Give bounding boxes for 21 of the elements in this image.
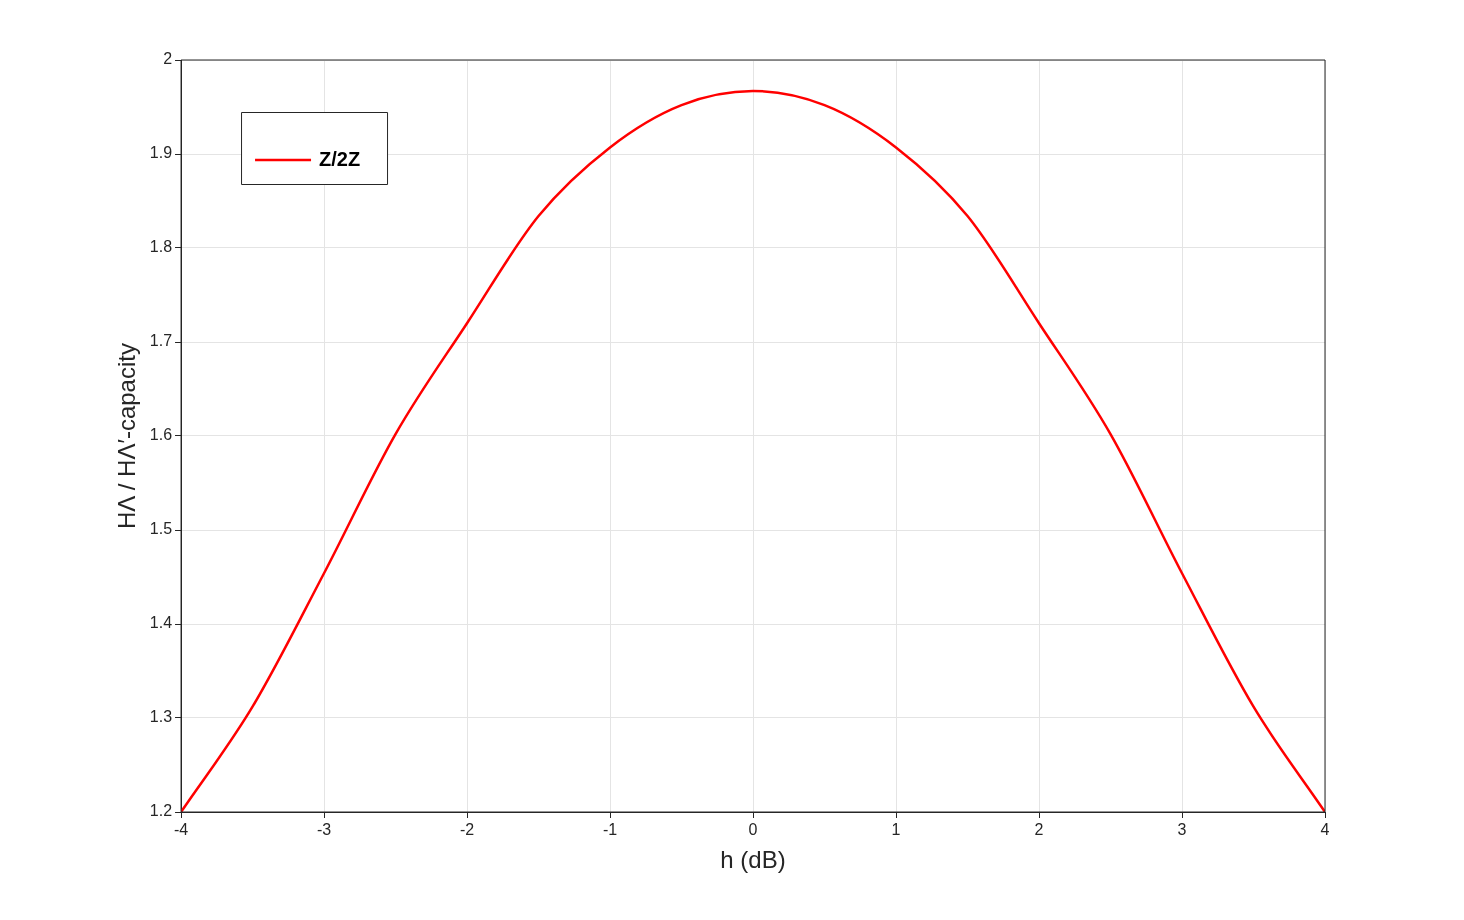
y-tick-label: 2 — [163, 50, 173, 68]
x-tick-label: 1 — [891, 821, 901, 839]
x-tick-label: 3 — [1177, 821, 1187, 839]
y-tick-label: 1.5 — [149, 520, 173, 538]
x-tick-label: -4 — [173, 821, 189, 839]
y-tick-label: 1.4 — [149, 614, 173, 632]
y-tick-label: 1.7 — [149, 332, 173, 350]
y-tick-label: 1.3 — [149, 708, 173, 726]
x-axis-title: h (dB) — [720, 846, 786, 874]
y-tick-label: 1.2 — [149, 802, 173, 820]
legend-label: Z/2Z — [319, 147, 361, 170]
y-tick-label: 1.8 — [149, 238, 173, 256]
x-tick-label: -3 — [316, 821, 332, 839]
x-tick-label: 4 — [1320, 821, 1330, 839]
y-axis-title: HΛ / HΛ′-capacity — [113, 343, 141, 529]
x-tick-label: -2 — [459, 821, 475, 839]
y-tick-label: 1.9 — [149, 144, 173, 162]
x-tick-label: 2 — [1034, 821, 1044, 839]
x-tick-label: 0 — [748, 821, 758, 839]
y-tick-label: 1.6 — [149, 426, 173, 444]
x-tick-label: -1 — [602, 821, 618, 839]
